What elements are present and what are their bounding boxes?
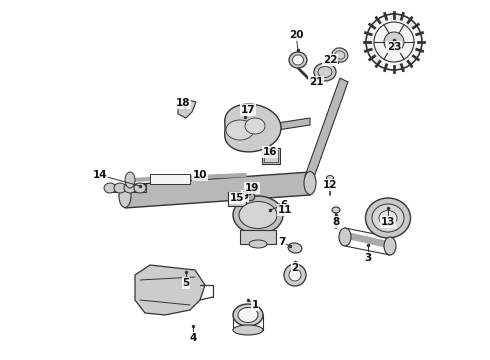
Polygon shape [226,120,254,140]
Text: 8: 8 [332,217,340,227]
Bar [150,174,190,184]
Ellipse shape [249,240,267,248]
Circle shape [374,22,414,62]
Text: 9: 9 [242,191,248,201]
Text: 5: 5 [182,278,190,288]
Text: 21: 21 [309,77,323,87]
Bar [240,230,276,244]
Bar [228,192,246,206]
Text: 16: 16 [263,147,277,157]
Ellipse shape [339,228,351,246]
Ellipse shape [332,48,348,62]
Circle shape [289,269,301,281]
Ellipse shape [233,304,263,326]
Circle shape [366,14,422,70]
Ellipse shape [104,183,116,193]
Polygon shape [305,78,348,180]
Bar [262,148,280,164]
Polygon shape [245,118,310,135]
Text: 23: 23 [387,42,401,52]
Polygon shape [178,100,196,118]
Text: 14: 14 [93,170,107,180]
Ellipse shape [293,55,303,65]
Ellipse shape [119,184,131,207]
Ellipse shape [384,237,396,255]
Ellipse shape [289,52,307,68]
Text: 2: 2 [292,263,298,273]
Text: 13: 13 [381,217,395,227]
Ellipse shape [125,172,135,188]
Ellipse shape [318,67,332,77]
Ellipse shape [238,307,258,323]
Text: 4: 4 [189,333,196,343]
Polygon shape [225,104,281,152]
Text: 12: 12 [323,180,337,190]
Ellipse shape [134,183,146,193]
Ellipse shape [124,183,136,193]
Text: 17: 17 [241,105,255,115]
Polygon shape [135,265,205,315]
Polygon shape [125,172,310,208]
Ellipse shape [335,51,345,59]
Bar [264,150,278,162]
Ellipse shape [239,202,277,229]
Ellipse shape [233,196,283,234]
Ellipse shape [379,211,397,225]
Bar [108,184,146,192]
Text: 15: 15 [230,193,244,203]
Polygon shape [245,118,265,134]
Ellipse shape [366,198,411,238]
Text: 22: 22 [323,55,337,65]
Circle shape [284,264,306,286]
Ellipse shape [326,175,334,180]
Text: 19: 19 [245,183,259,193]
Ellipse shape [114,183,126,193]
Text: 20: 20 [289,30,303,40]
Text: 6: 6 [280,200,288,210]
Text: 1: 1 [251,300,259,310]
Text: 18: 18 [176,98,190,108]
Ellipse shape [243,191,255,201]
Ellipse shape [314,63,336,81]
Text: 10: 10 [193,170,207,180]
Ellipse shape [240,124,250,138]
Text: 11: 11 [278,205,292,215]
Circle shape [384,32,404,52]
Ellipse shape [233,325,263,335]
Ellipse shape [304,171,316,194]
Ellipse shape [372,204,404,232]
Text: 7: 7 [278,237,286,247]
Ellipse shape [288,243,302,253]
Ellipse shape [233,193,241,199]
Ellipse shape [249,184,259,192]
Ellipse shape [332,207,340,213]
Ellipse shape [277,204,287,212]
Text: 3: 3 [365,253,371,263]
